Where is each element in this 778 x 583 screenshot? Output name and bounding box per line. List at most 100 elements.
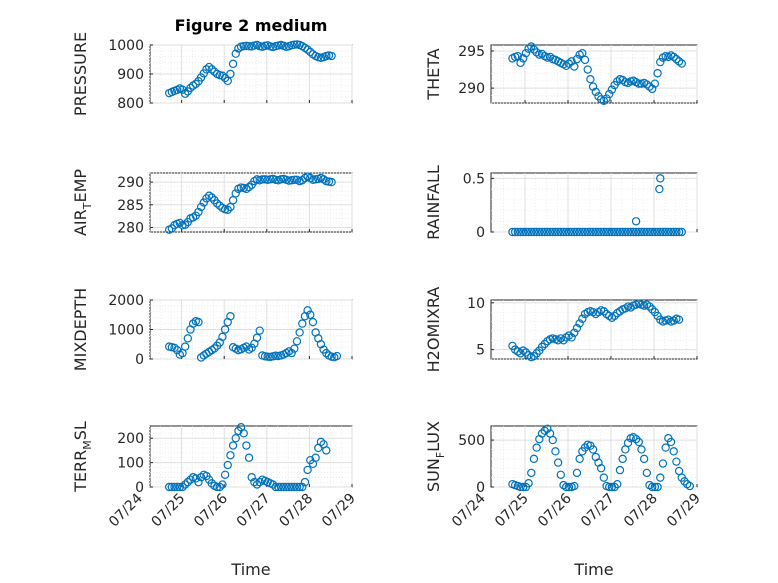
data-point <box>226 312 235 321</box>
data-point <box>521 48 531 58</box>
data-point <box>615 465 625 475</box>
data-point <box>639 454 649 464</box>
data-point <box>680 477 689 486</box>
data-point <box>575 319 584 328</box>
data-point <box>532 48 541 57</box>
data-point <box>244 41 254 51</box>
data-point <box>648 84 657 94</box>
data-point <box>311 453 320 462</box>
data-point <box>540 339 549 349</box>
data-point <box>175 482 185 492</box>
data-point <box>521 348 531 357</box>
y-tick-label: 0 <box>135 352 144 368</box>
data-point <box>613 479 622 489</box>
data-point <box>274 482 283 492</box>
data-point <box>284 482 294 492</box>
x-axis-label: Time <box>573 560 613 579</box>
data-point <box>252 480 262 489</box>
data-point <box>303 45 312 54</box>
data-point <box>540 227 549 237</box>
data-point <box>196 353 206 362</box>
data-point <box>180 342 190 351</box>
data-point <box>583 65 592 74</box>
y-tick-label: 5 <box>476 343 485 359</box>
data-point <box>532 227 541 237</box>
data-point <box>252 333 262 342</box>
data-point <box>656 227 665 237</box>
data-point <box>548 227 557 237</box>
data-point <box>562 482 571 492</box>
data-point <box>510 227 520 237</box>
data-point <box>194 207 203 217</box>
data-point <box>223 460 232 470</box>
data-point <box>551 227 560 237</box>
data-point <box>167 482 177 492</box>
y-tick-label: 1000 <box>108 38 144 54</box>
data-point <box>529 227 539 237</box>
data-point <box>655 184 664 194</box>
subplot-air-temp: 280 285 290 AIRTEMP <box>71 169 353 236</box>
data-point <box>562 227 571 237</box>
data-point <box>295 328 304 337</box>
data-point <box>527 468 536 478</box>
data-point <box>685 481 695 491</box>
data-series <box>164 40 336 98</box>
data-point <box>637 227 646 237</box>
subplot-h2omixra: 5 10 H2OMIXRA <box>424 287 698 372</box>
data-point <box>298 482 307 492</box>
y-tick-label: 290 <box>458 81 485 97</box>
data-point <box>516 58 525 68</box>
data-point <box>564 227 574 237</box>
data-point <box>207 193 216 202</box>
data-point <box>575 454 584 464</box>
data-point <box>292 482 302 492</box>
data-point <box>650 79 660 88</box>
data-point <box>623 227 633 237</box>
data-point <box>551 447 560 456</box>
data-point <box>656 174 665 183</box>
data-point <box>613 77 622 86</box>
data-point <box>645 227 654 237</box>
data-point <box>615 227 625 237</box>
data-point <box>210 344 219 353</box>
data-point <box>580 227 590 237</box>
data-point <box>220 470 230 479</box>
data-point <box>648 482 657 492</box>
x-tick-label: 07/29 <box>664 491 704 531</box>
data-point <box>519 227 528 237</box>
data-point <box>191 79 200 89</box>
data-series <box>508 299 684 362</box>
plot-area <box>490 172 698 233</box>
data-point <box>650 227 660 237</box>
data-point <box>287 482 296 492</box>
data-point <box>271 351 280 360</box>
data-point <box>183 334 193 343</box>
data-point <box>175 218 185 228</box>
data-point <box>212 482 222 492</box>
data-point <box>572 468 582 478</box>
data-point <box>535 227 544 237</box>
data-point <box>591 87 600 97</box>
data-point <box>537 342 547 352</box>
data-point <box>218 71 227 80</box>
data-point <box>524 479 533 488</box>
y-tick-label: 10 <box>467 296 485 312</box>
data-point <box>516 482 525 492</box>
data-point <box>327 51 336 61</box>
data-point <box>669 227 678 237</box>
data-point <box>543 227 552 237</box>
data-point <box>639 227 649 237</box>
data-point <box>282 482 291 492</box>
data-point <box>648 227 657 237</box>
y-tick-label: 280 <box>117 220 144 236</box>
data-point <box>508 227 517 237</box>
data-series <box>508 424 695 492</box>
data-point <box>664 227 673 237</box>
y-tick-label: 100 <box>117 456 144 472</box>
y-tick-label: 800 <box>117 96 144 112</box>
data-point <box>669 52 678 62</box>
data-point <box>258 175 267 184</box>
data-point <box>268 480 278 489</box>
data-point <box>537 227 547 237</box>
x-axis-right: 07/24 07/25 07/26 07/27 07/28 07/29 Time <box>449 490 704 579</box>
